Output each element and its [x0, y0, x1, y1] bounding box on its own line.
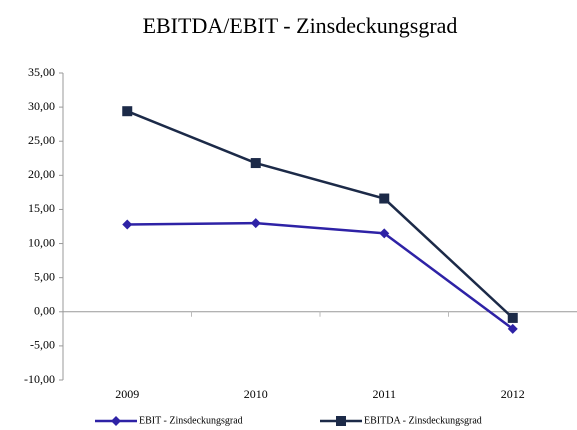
marker: [507, 323, 518, 334]
x-tick-label: 2009: [115, 387, 139, 401]
marker: [111, 416, 121, 426]
legend-label: EBITDA - Zinsdeckungsgrad: [364, 415, 482, 426]
legend-label: EBIT - Zinsdeckungsgrad: [139, 415, 243, 426]
y-tick-label: 0,00: [34, 304, 55, 318]
marker: [122, 106, 133, 117]
y-tick-label: 10,00: [28, 235, 55, 249]
marker: [250, 218, 261, 229]
y-tick-label: 5,00: [34, 269, 55, 283]
y-tick-label: -10,00: [24, 372, 55, 386]
y-tick-label: 15,00: [28, 201, 55, 215]
y-tick-label: -5,00: [30, 338, 55, 352]
y-tick-label: 30,00: [28, 99, 55, 113]
marker: [336, 416, 346, 426]
series-line: [126, 110, 514, 319]
y-tick-label: 20,00: [28, 167, 55, 181]
marker: [379, 193, 390, 204]
x-tick-label: 2010: [244, 387, 268, 401]
y-tick-label: 25,00: [28, 133, 55, 147]
x-tick-label: 2012: [501, 387, 525, 401]
marker: [250, 158, 261, 169]
chart-title: EBITDA/EBIT - Zinsdeckungsgrad: [143, 13, 458, 38]
marker: [122, 219, 133, 230]
marker: [379, 228, 390, 239]
x-tick-label: 2011: [372, 387, 396, 401]
marker: [507, 312, 518, 323]
series-line: [127, 221, 514, 330]
y-tick-label: 35,00: [28, 65, 55, 79]
